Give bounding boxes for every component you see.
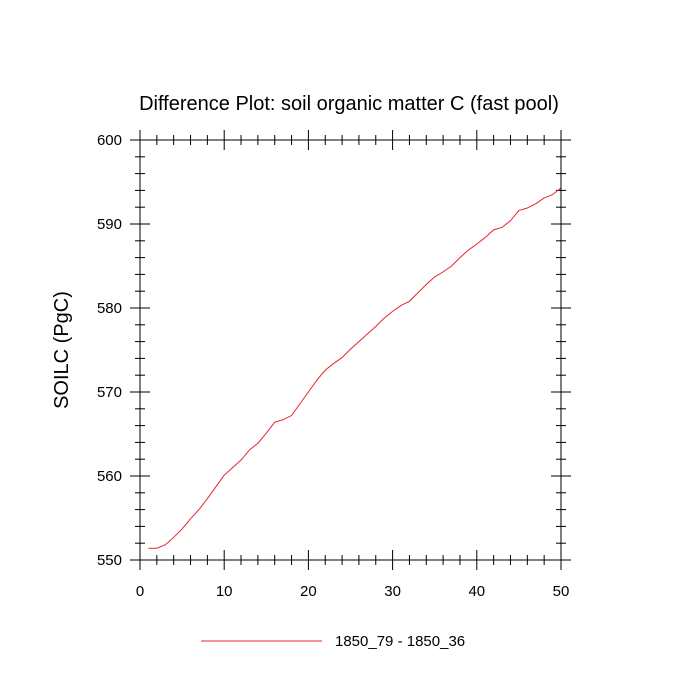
- x-tick-label: 40: [468, 583, 485, 600]
- y-axis-label: SOILC (PgC): [51, 291, 73, 409]
- legend: 1850_79 - 1850_36: [201, 633, 465, 650]
- chart-title: Difference Plot: soil organic matter C (…: [139, 93, 559, 115]
- y-tick-label: 590: [97, 216, 122, 233]
- axis-tick-labels: 0 10 20 30 40 50 550 560 570 580 590 600: [97, 132, 569, 600]
- series-group: [148, 187, 562, 549]
- y-tick-label: 580: [97, 300, 122, 317]
- plot-frame: [139, 139, 562, 561]
- legend-label: 1850_79 - 1850_36: [335, 633, 465, 650]
- x-tick-label: 20: [300, 583, 317, 600]
- series-line-0: [148, 187, 562, 549]
- y-tick-label: 550: [97, 552, 122, 569]
- y-tick-label: 570: [97, 384, 122, 401]
- x-tick-label: 30: [384, 583, 401, 600]
- y-tick-label: 560: [97, 468, 122, 485]
- x-tick-label: 0: [136, 583, 144, 600]
- axis-ticks: [130, 130, 571, 570]
- y-tick-label: 600: [97, 132, 122, 149]
- x-tick-label: 10: [216, 583, 233, 600]
- x-tick-label: 50: [553, 583, 570, 600]
